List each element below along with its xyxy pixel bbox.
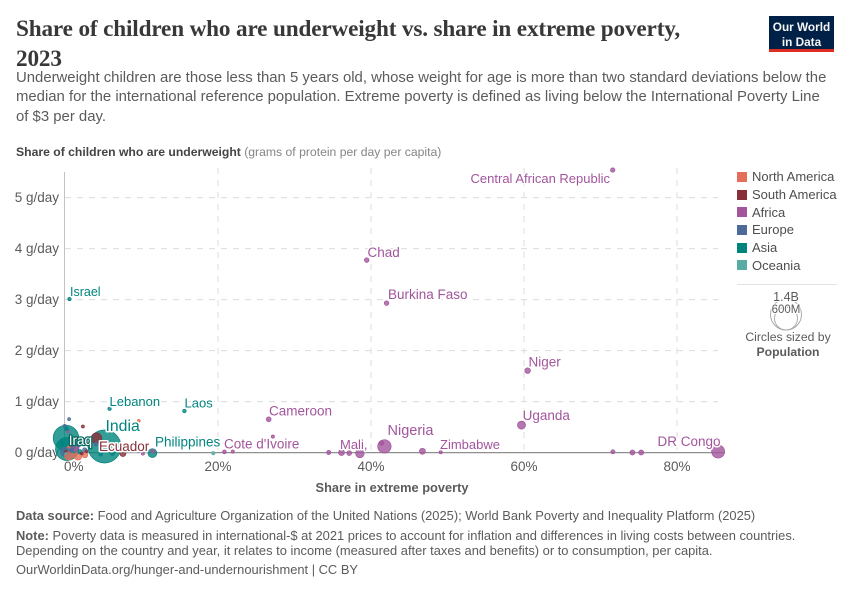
svg-text:Cote d'Ivoire: Cote d'Ivoire — [224, 437, 299, 452]
svg-text:DR Congo: DR Congo — [658, 434, 721, 449]
svg-text:Laos: Laos — [185, 396, 214, 411]
svg-text:600M: 600M — [772, 304, 801, 316]
svg-text:1.4B: 1.4B — [773, 290, 799, 304]
svg-text:India: India — [106, 418, 140, 435]
svg-text:Israel: Israel — [70, 285, 101, 299]
svg-text:0 g/day: 0 g/day — [15, 445, 60, 460]
svg-text:Niger: Niger — [529, 355, 562, 370]
svg-text:4 g/day: 4 g/day — [15, 241, 60, 256]
svg-text:Chad: Chad — [368, 245, 400, 260]
svg-text:Uganda: Uganda — [523, 408, 571, 423]
svg-text:Philippines: Philippines — [155, 434, 221, 449]
svg-text:Zimbabwe: Zimbabwe — [440, 437, 500, 452]
svg-text:3 g/day: 3 g/day — [15, 292, 60, 307]
svg-text:Ecuador: Ecuador — [99, 439, 150, 454]
svg-text:40%: 40% — [357, 459, 384, 474]
svg-text:Burkina Faso: Burkina Faso — [388, 287, 468, 302]
svg-text:20%: 20% — [204, 459, 231, 474]
svg-text:Lebanon: Lebanon — [110, 394, 161, 409]
svg-text:60%: 60% — [510, 459, 537, 474]
svg-text:Mali,: Mali, — [340, 437, 367, 452]
svg-text:2 g/day: 2 g/day — [15, 343, 60, 358]
svg-text:80%: 80% — [663, 459, 690, 474]
svg-text:1 g/day: 1 g/day — [15, 394, 60, 409]
svg-text:Central African Republic: Central African Republic — [471, 171, 611, 186]
svg-text:0%: 0% — [64, 459, 84, 474]
svg-text:Iraq: Iraq — [69, 433, 92, 448]
svg-text:5 g/day: 5 g/day — [15, 190, 60, 205]
svg-text:Cameroon: Cameroon — [269, 403, 332, 418]
svg-text:Share in extreme poverty: Share in extreme poverty — [316, 480, 470, 495]
svg-text:Nigeria: Nigeria — [388, 423, 435, 439]
